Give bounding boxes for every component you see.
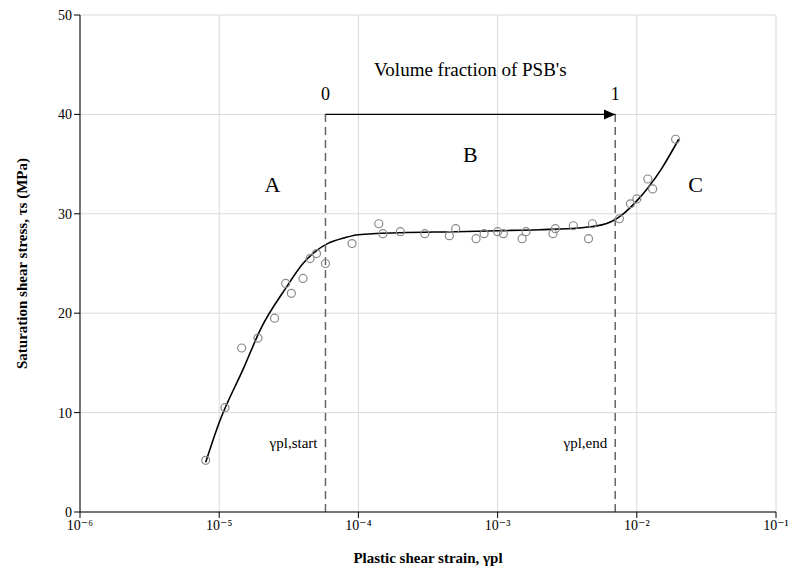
svg-text:10⁻⁵: 10⁻⁵ xyxy=(206,518,232,533)
svg-text:10⁻⁴: 10⁻⁴ xyxy=(345,518,371,533)
svg-text:B: B xyxy=(463,142,478,167)
svg-text:10⁻³: 10⁻³ xyxy=(485,518,511,533)
svg-text:20: 20 xyxy=(58,306,72,321)
svg-text:Saturation shear stress, τs (M: Saturation shear stress, τs (MPa) xyxy=(14,158,31,369)
svg-text:1: 1 xyxy=(611,84,620,104)
svg-text:10: 10 xyxy=(58,406,72,421)
svg-text:0: 0 xyxy=(321,84,330,104)
svg-text:A: A xyxy=(265,172,281,197)
svg-text:50: 50 xyxy=(58,8,72,23)
svg-text:40: 40 xyxy=(58,107,72,122)
svg-text:0: 0 xyxy=(65,505,72,520)
svg-text:γpl,start: γpl,start xyxy=(269,435,319,451)
svg-text:γpl,end: γpl,end xyxy=(563,435,608,451)
svg-text:10⁻⁶: 10⁻⁶ xyxy=(67,518,93,533)
svg-text:Volume fraction of PSB's: Volume fraction of PSB's xyxy=(374,59,567,80)
svg-text:10⁻²: 10⁻² xyxy=(624,518,650,533)
svg-text:30: 30 xyxy=(58,207,72,222)
svg-text:C: C xyxy=(688,172,703,197)
svg-text:10⁻¹: 10⁻¹ xyxy=(763,518,789,533)
svg-text:Plastic shear strain, γpl: Plastic shear strain, γpl xyxy=(353,550,502,566)
